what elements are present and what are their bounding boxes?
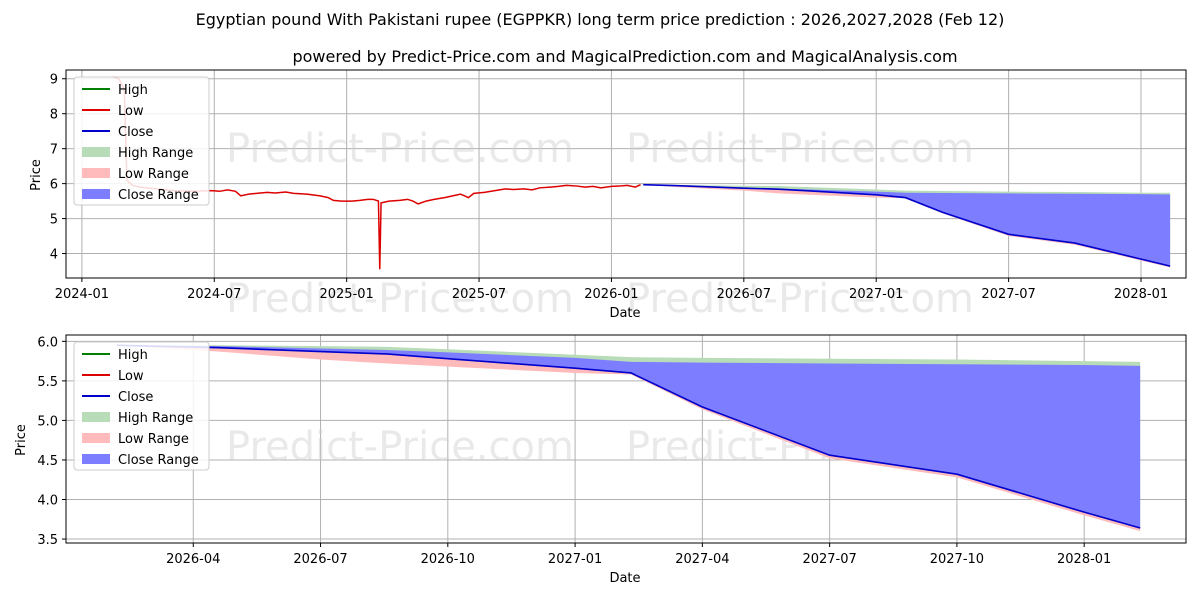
top-watermark-lower-right: Predict-Price.com bbox=[626, 276, 974, 322]
top-close-range-area bbox=[643, 184, 1171, 267]
bot-legend-swatch bbox=[82, 433, 110, 443]
bot-y-tick-label: 4.0 bbox=[37, 494, 58, 509]
bot-x-tick-label: 2027-04 bbox=[675, 552, 729, 567]
top-y-axis-label: Price bbox=[29, 159, 44, 191]
top-x-axis-label: Date bbox=[609, 306, 640, 321]
top-legend-label: Low Range bbox=[118, 167, 189, 182]
bot-y-tick-label: 5.0 bbox=[37, 414, 58, 429]
bot-x-tick-label: 2027-10 bbox=[930, 552, 984, 567]
bot-legend-label: Close bbox=[118, 390, 153, 405]
top-y-tick-label: 8 bbox=[50, 108, 58, 123]
bot-close-range-area bbox=[116, 345, 1141, 528]
top-legend-label: High Range bbox=[118, 146, 193, 161]
bottom-y-axis-label: Price bbox=[14, 424, 29, 456]
bot-y-tick-label: 5.5 bbox=[37, 375, 58, 390]
top-x-tick-label: 2024-01 bbox=[55, 287, 109, 302]
top-watermark-left: Predict-Price.com bbox=[226, 126, 574, 172]
top-legend-label: Close Range bbox=[118, 188, 199, 203]
top-x-tick-label: 2025-01 bbox=[319, 287, 373, 302]
top-x-tick-label: 2025-07 bbox=[452, 287, 506, 302]
bottom-series bbox=[116, 344, 1141, 532]
bot-legend-swatch bbox=[82, 412, 110, 422]
top-y-tick-label: 7 bbox=[50, 143, 58, 158]
bot-x-tick-label: 2027-07 bbox=[802, 552, 856, 567]
bot-x-tick-label: 2028-01 bbox=[1057, 552, 1111, 567]
chart-subtitle: powered by Predict-Price.com and Magical… bbox=[292, 47, 957, 66]
bot-legend-label: Low bbox=[118, 369, 144, 384]
top-x-tick-label: 2024-07 bbox=[187, 287, 241, 302]
bot-x-tick-label: 2027-01 bbox=[548, 552, 602, 567]
top-y-tick-label: 9 bbox=[50, 73, 58, 88]
top-x-tick-label: 2026-01 bbox=[584, 287, 638, 302]
bot-legend-label: High bbox=[118, 348, 148, 363]
top-price-plot: Predict-Price.com Predict-Price.com Pred… bbox=[29, 69, 1187, 322]
top-x-tick-label: 2028-01 bbox=[1114, 287, 1168, 302]
top-axis-ticks: 2024-01 2024-07 2025-01 2025-07 2026-01 2026-… bbox=[50, 73, 1168, 302]
top-legend: High Low Close High Range Low Range Close Ran… bbox=[73, 76, 210, 206]
top-watermark-lower-left: Predict-Price.com bbox=[226, 276, 574, 322]
bottom-axis-ticks: 2026-04 2026-07 2026-10 2027-01 2027-04 2027-… bbox=[37, 335, 1111, 567]
bottom-watermark-left: Predict-Price.com bbox=[226, 424, 574, 470]
bot-legend-label: Close Range bbox=[118, 453, 199, 468]
bot-y-tick-label: 4.5 bbox=[37, 454, 58, 469]
bot-legend-label: Low Range bbox=[118, 432, 189, 447]
bottom-price-plot: Predict-Price.com Predict-Price.com 2026… bbox=[14, 334, 1187, 586]
top-y-tick-label: 4 bbox=[50, 248, 58, 263]
bot-y-tick-label: 6.0 bbox=[37, 335, 58, 350]
top-watermark: Predict-Price.com Predict-Price.com Pred… bbox=[226, 126, 974, 322]
top-series bbox=[113, 76, 1171, 270]
bot-close-line bbox=[116, 344, 1141, 529]
top-watermark-right: Predict-Price.com bbox=[626, 126, 974, 172]
top-legend-swatch bbox=[82, 168, 110, 178]
bot-y-tick-label: 3.5 bbox=[37, 533, 58, 548]
top-y-tick-label: 6 bbox=[50, 178, 58, 193]
bot-x-tick-label: 2026-07 bbox=[293, 552, 347, 567]
top-close-line bbox=[643, 183, 1171, 267]
top-y-tick-label: 5 bbox=[50, 213, 58, 228]
top-legend-swatch bbox=[82, 147, 110, 157]
chart-title: Egyptian pound With Pakistani rupee (EGP… bbox=[196, 10, 1005, 29]
top-legend-label: Low bbox=[118, 104, 144, 119]
bottom-grid bbox=[66, 335, 1186, 543]
top-history-low-line bbox=[113, 76, 641, 270]
top-x-tick-label: 2027-07 bbox=[981, 287, 1035, 302]
top-x-tick-label: 2027-01 bbox=[849, 287, 903, 302]
top-grid bbox=[66, 70, 1186, 278]
bot-x-tick-label: 2026-10 bbox=[421, 552, 475, 567]
top-plot-frame bbox=[65, 69, 1187, 279]
top-x-tick-label: 2026-07 bbox=[717, 287, 771, 302]
top-legend-swatch bbox=[82, 189, 110, 199]
bottom-legend: High Low Close High Range Low Range Close Ran… bbox=[73, 341, 210, 471]
top-legend-label: High bbox=[118, 83, 148, 98]
bot-legend-swatch bbox=[82, 454, 110, 464]
bottom-plot-frame bbox=[65, 334, 1187, 544]
top-legend-label: Close bbox=[118, 125, 153, 140]
bot-legend-label: High Range bbox=[118, 411, 193, 426]
bottom-x-axis-label: Date bbox=[609, 571, 640, 586]
bot-x-tick-label: 2026-04 bbox=[166, 552, 220, 567]
